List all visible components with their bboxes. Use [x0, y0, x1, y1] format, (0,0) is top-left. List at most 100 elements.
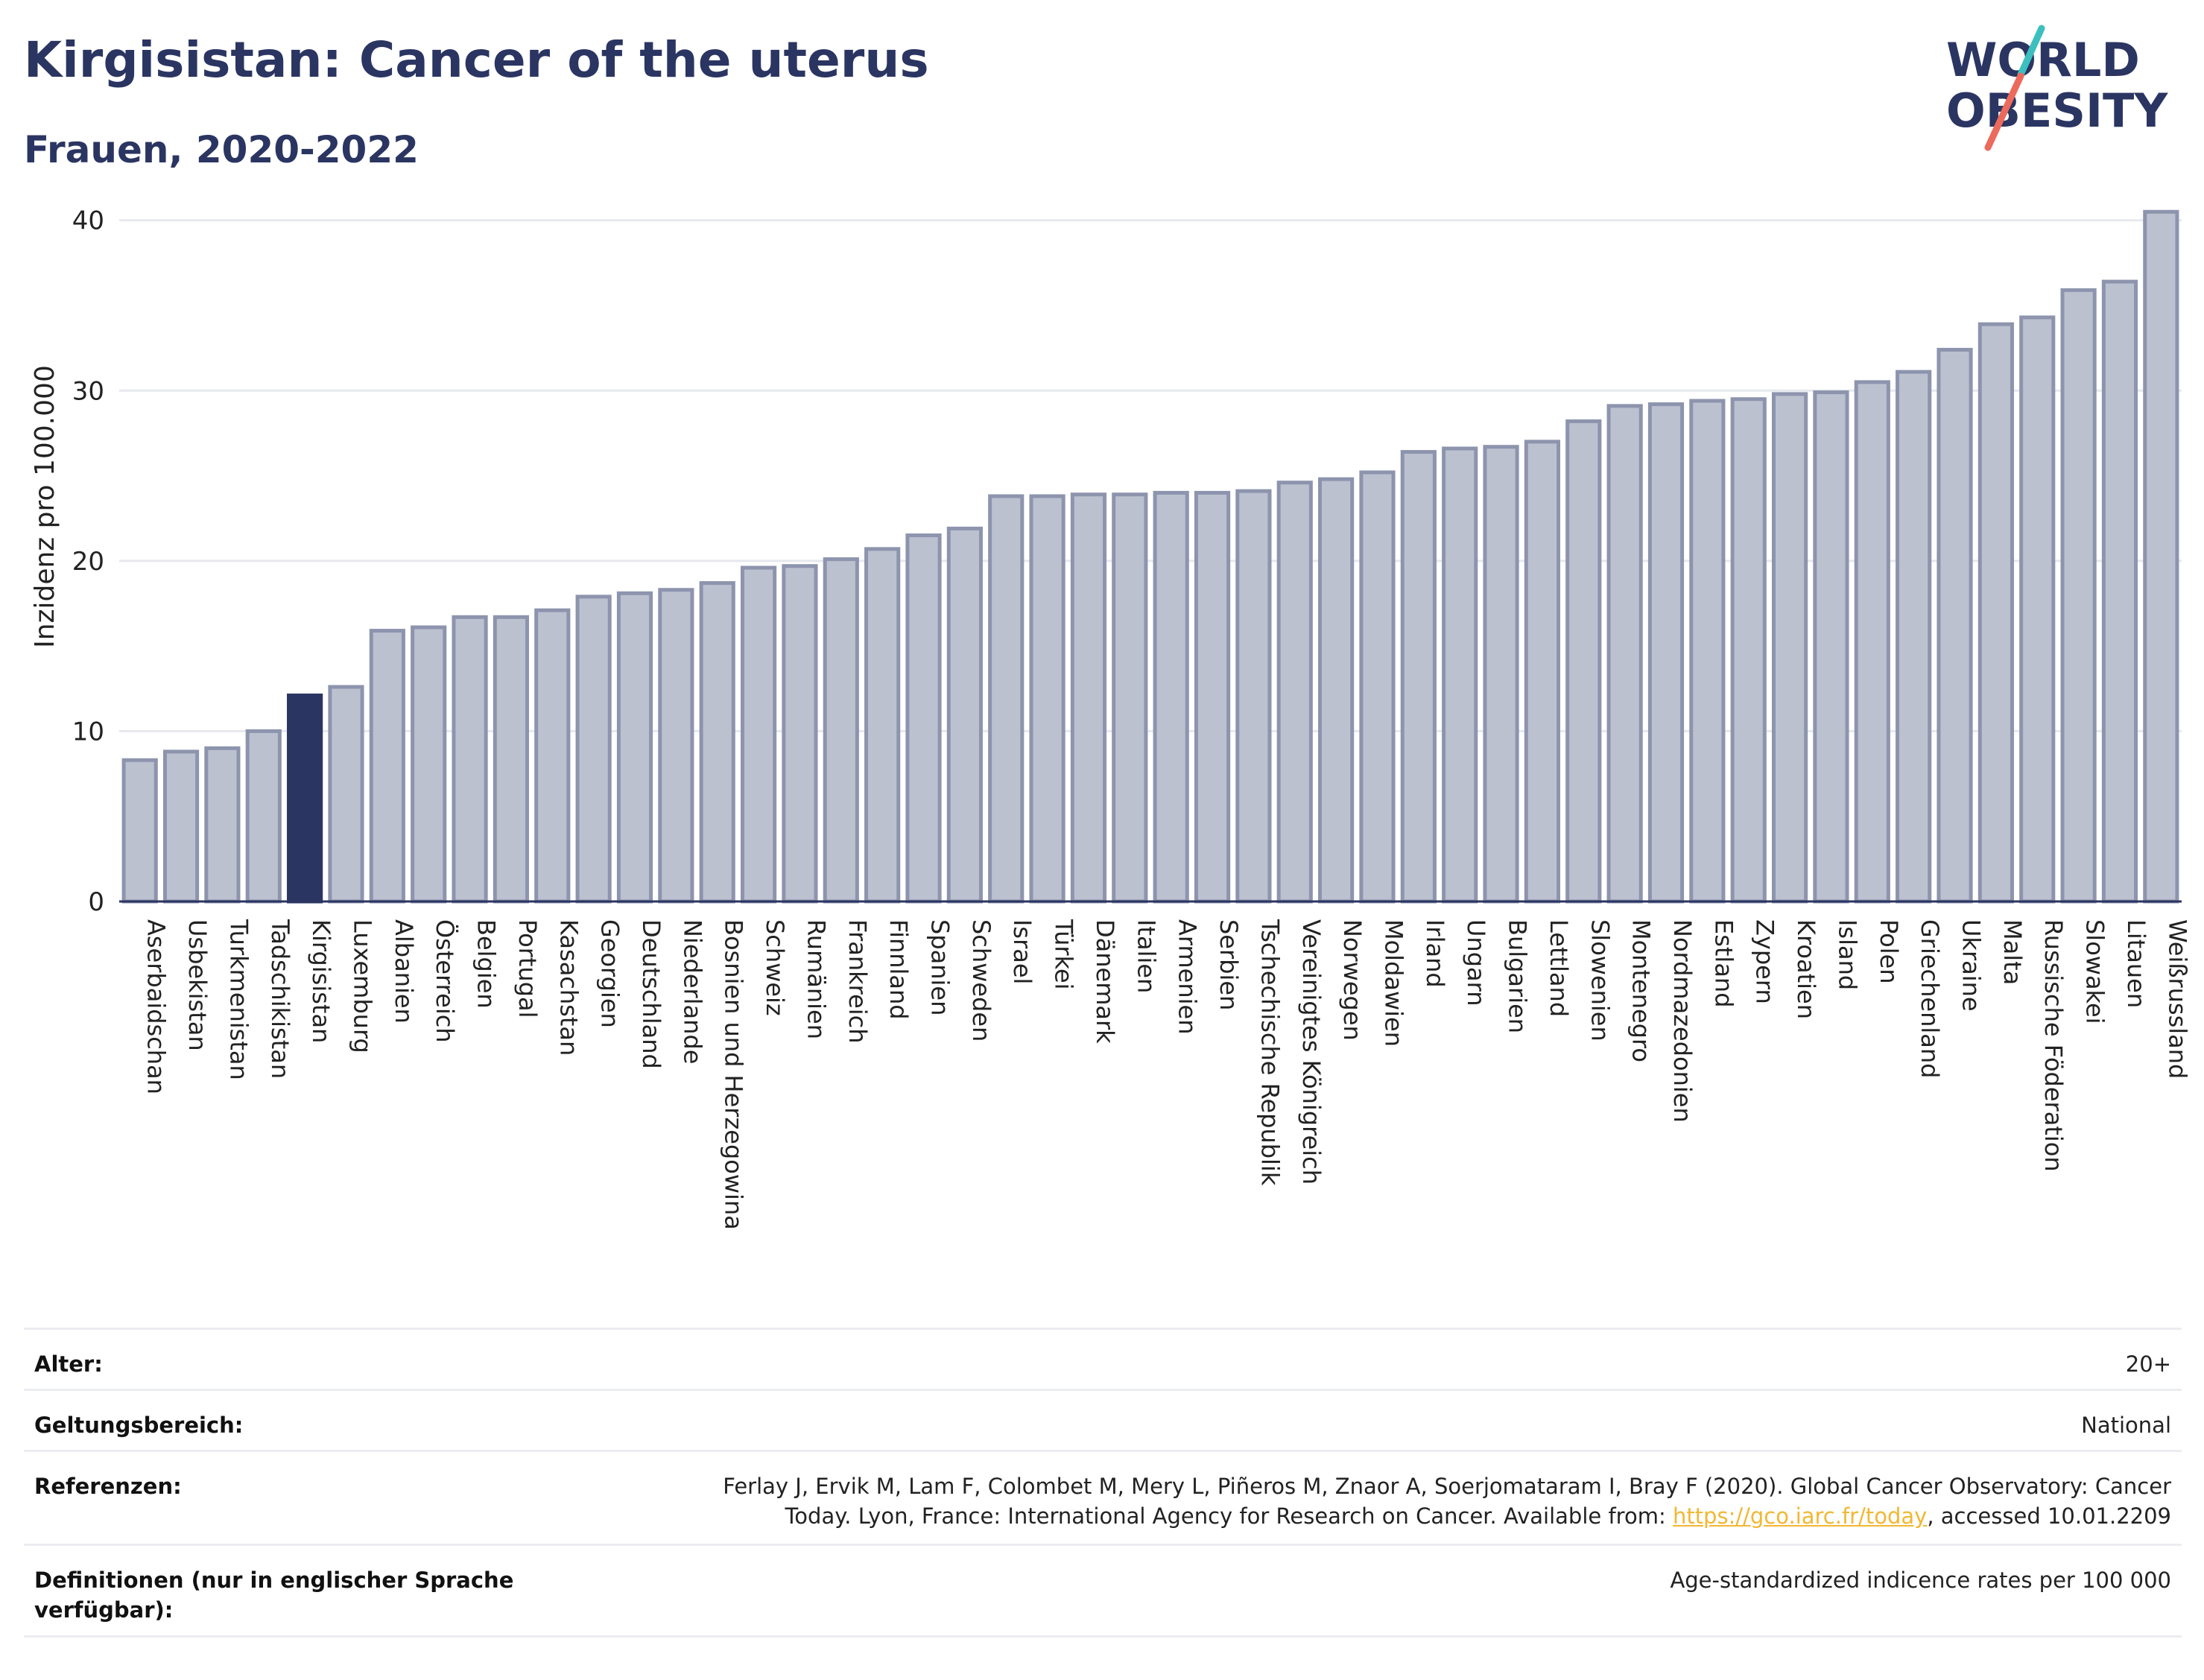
references-label: Referenzen: [34, 1474, 182, 1499]
bar [452, 615, 488, 904]
x-tick-label: Kirgisistan [307, 919, 335, 1043]
bar [369, 629, 405, 904]
bar [782, 564, 818, 904]
x-tick-label: Türkei [1050, 919, 1078, 990]
y-axis-ticks: 0 10 20 30 40 [72, 206, 104, 917]
bar [1235, 489, 1272, 904]
x-tick-label: Ungarn [1462, 919, 1490, 1007]
bar [1194, 490, 1231, 904]
x-tick-label: Slowakei [2081, 919, 2109, 1024]
bar [2101, 279, 2138, 904]
meta-row-scope: Geltungsbereich: National [24, 1389, 2182, 1450]
bar [1359, 470, 1396, 904]
x-tick-label: Deutschland [637, 919, 665, 1069]
bar [575, 595, 612, 904]
bar [658, 588, 694, 904]
bar [988, 494, 1025, 904]
x-tick-label: Vereinigtes Königreich [1297, 919, 1326, 1185]
x-axis-labels: Aserbaidschan Usbekistan Turkmenistan Tadsc… [142, 919, 2192, 1230]
bar [162, 749, 200, 904]
bar [1813, 390, 1849, 904]
bar [823, 557, 859, 904]
bar-highlighted [287, 693, 323, 904]
x-tick-label: Weißrussland [2163, 919, 2191, 1079]
bar [616, 591, 653, 904]
x-tick-label: Irland [1421, 919, 1449, 988]
x-tick-label: Malta [1998, 919, 2027, 985]
x-tick-label: Belgien [472, 919, 501, 1009]
bar [1771, 392, 1808, 904]
references-text-1: Ferlay J, Ervik M, Lam F, Colombet M, Me… [723, 1474, 2171, 1499]
chart-title: Kirgisistan: Cancer of the uterus [24, 31, 929, 89]
x-tick-label: Polen [1875, 919, 1903, 984]
x-tick-label: Tadschikistan [266, 919, 294, 1079]
x-tick-label: Slowenien [1586, 919, 1614, 1042]
bar [1442, 446, 1478, 904]
bar [1400, 450, 1437, 904]
bar [1647, 402, 1685, 904]
bar [1112, 492, 1148, 904]
x-tick-label: Luxemburg [348, 919, 376, 1053]
x-tick-label: Bosnien und Herzegowina [720, 919, 748, 1230]
meta-row-age: Alter: 20+ [24, 1328, 2182, 1389]
x-tick-label: Frankreich [843, 919, 872, 1044]
meta-row-references: Referenzen: Ferlay J, Ervik M, Lam F, Co… [24, 1450, 2182, 1544]
x-tick-label: Georgien [596, 919, 624, 1028]
references-text-2: Today. Lyon, France: International Agenc… [785, 1503, 1673, 1529]
y-tick-label: 40 [72, 206, 104, 236]
bar [493, 615, 530, 904]
chart-subtitle: Frauen, 2020-2022 [24, 128, 419, 171]
definitions-label: Definitionen (nur in englischer Sprache … [34, 1568, 514, 1623]
x-tick-label: Nordmazedonien [1668, 919, 1697, 1123]
x-tick-label: Finnland [884, 919, 913, 1020]
x-tick-label: Italien [1132, 919, 1160, 993]
x-tick-label: Portugal [513, 919, 542, 1018]
bar [328, 685, 364, 904]
x-tick-label: Österreich [431, 919, 459, 1043]
bar [1318, 477, 1355, 904]
y-tick-label: 30 [72, 376, 104, 406]
meta-row-definitions: Definitionen (nur in englischer Sprache … [24, 1544, 2182, 1638]
x-tick-label: Schweden [967, 919, 995, 1042]
bar [1524, 440, 1561, 904]
x-tick-label: Lettland [1545, 919, 1573, 1017]
x-tick-label: Rumänien [802, 919, 830, 1039]
bar [1565, 419, 1602, 904]
x-tick-label: Litauen [2122, 919, 2150, 1008]
x-tick-label: Estland [1709, 919, 1738, 1008]
bar [2060, 288, 2097, 904]
bar [946, 526, 983, 904]
x-tick-label: Island [1833, 919, 1861, 990]
x-tick-label: Griechenland [1916, 919, 1944, 1078]
x-tick-label: Bulgarien [1504, 919, 1532, 1033]
x-tick-label: Serbien [1215, 919, 1243, 1010]
bar [1689, 399, 1726, 904]
x-tick-label: Turkmenistan [224, 919, 253, 1080]
x-tick-label: Niederlande [678, 919, 706, 1064]
x-tick-label: Spanien [926, 919, 954, 1015]
bar [699, 581, 735, 904]
bar-chart: 0 10 20 30 40 Aserbaidschan Usbekistan Turkmen… [30, 206, 2192, 1230]
bar [411, 625, 447, 904]
x-tick-label: Kroatien [1792, 919, 1820, 1019]
bar [245, 729, 282, 904]
references-value: Ferlay J, Ervik M, Lam F, Colombet M, Me… [723, 1471, 2171, 1531]
bars [121, 209, 2179, 904]
bar [905, 533, 942, 904]
bar [2143, 209, 2179, 904]
x-tick-label: Kasachstan [554, 919, 583, 1056]
x-tick-label: Usbekistan [183, 919, 212, 1051]
references-link[interactable]: https://gco.iarc.fr/today [1672, 1503, 1928, 1529]
metadata-table: Alter: 20+ Geltungsbereich: National Ref… [24, 1328, 2182, 1638]
bar [1153, 490, 1189, 904]
x-tick-label: Tschechische Republik [1255, 919, 1284, 1186]
x-tick-label: Norwegen [1338, 919, 1367, 1041]
x-tick-label: Russische Föderation [2039, 919, 2068, 1172]
age-value: 20+ [2125, 1351, 2171, 1377]
x-tick-label: Aserbaidschan [142, 919, 171, 1094]
x-tick-label: Schweiz [761, 919, 789, 1016]
age-label: Alter: [34, 1351, 103, 1377]
logo-text-obesity: OBESITY [1946, 83, 2168, 138]
x-tick-label: Dänemark [1091, 919, 1119, 1044]
logo-slash-coral [1984, 72, 2024, 151]
